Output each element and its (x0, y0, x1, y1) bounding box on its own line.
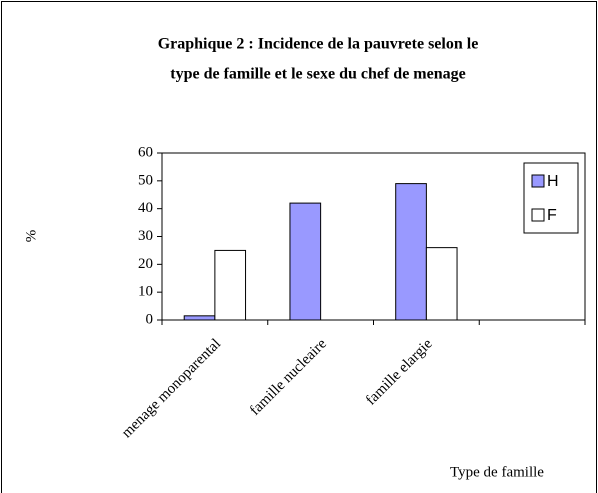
chart-title: type de famille et le sexe du chef de me… (170, 66, 465, 83)
x-axis-label: Type de famille (450, 464, 544, 480)
chart-title: Graphique 2 : Incidence de la pauvrete s… (158, 36, 479, 53)
legend-swatch (531, 174, 545, 188)
legend-label: F (547, 207, 557, 224)
y-tick-label: 0 (146, 311, 154, 327)
y-tick-label: 20 (138, 256, 153, 272)
bar (183, 315, 216, 321)
bar (395, 183, 427, 321)
y-tick-label: 60 (138, 144, 153, 160)
y-axis-label: % (23, 230, 39, 243)
bar (289, 202, 322, 321)
y-tick-label: 40 (138, 200, 153, 216)
bar (214, 249, 247, 321)
y-tick-label: 30 (138, 228, 153, 244)
legend-swatch (531, 208, 545, 222)
y-tick-label: 50 (138, 172, 153, 188)
y-tick-label: 10 (138, 284, 153, 300)
legend-label: H (547, 173, 559, 190)
bar (425, 247, 458, 321)
